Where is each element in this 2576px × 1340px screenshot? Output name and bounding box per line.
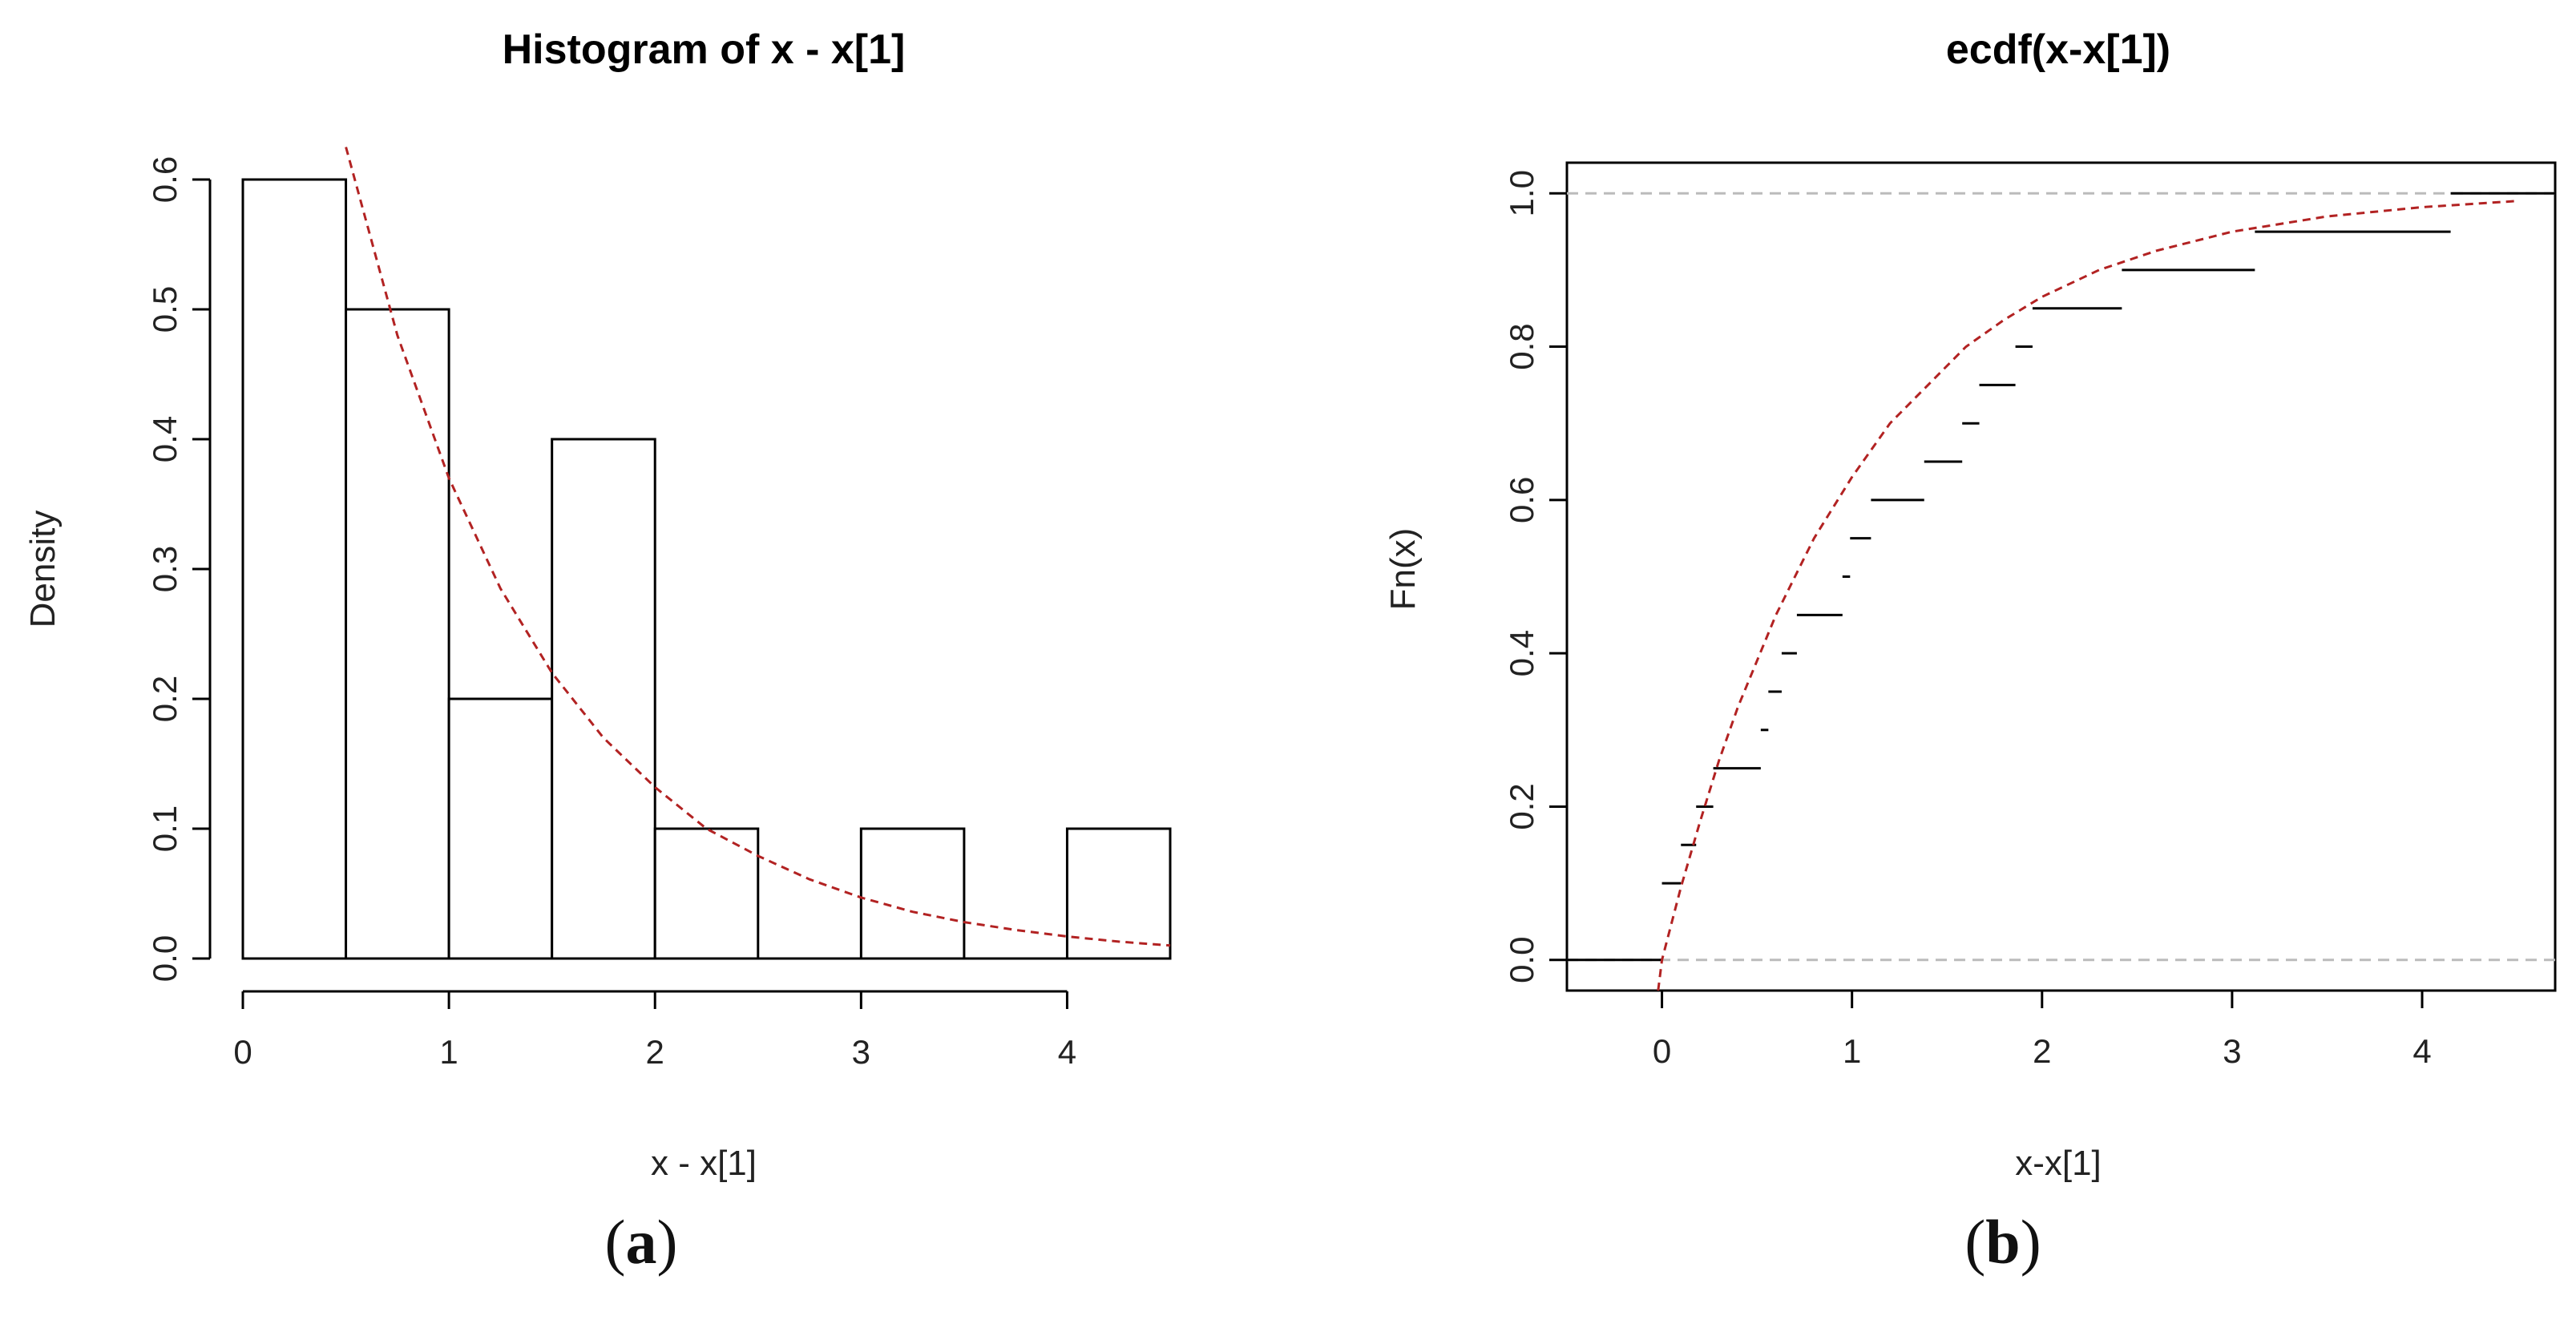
ecdf-x-tick-label: 4 (2412, 1032, 2431, 1070)
ecdf-plot-box (1565, 161, 2557, 992)
ecdf-y-axis: 0.0 0.2 0.4 0.6 0.8 1.0 (1503, 170, 1567, 983)
histogram-x-axis: 0 1 2 3 4 (233, 990, 1076, 1071)
ecdf-x-axis: 0 1 2 3 4 (1653, 991, 2432, 1070)
ecdf-theoretical-curve (1657, 200, 2517, 991)
histogram-bar (859, 827, 966, 960)
histogram-y-tick-label: 0.0 (146, 935, 184, 982)
ecdf-y-tick-label: 1.0 (1503, 170, 1540, 216)
histogram-density-curve (345, 147, 1171, 947)
panel-caption-a: (a) (604, 1207, 678, 1277)
ecdf-title: ecdf(x-x[1]) (1946, 26, 2170, 73)
histogram-panel: Histogram of x - x[1] 0.0 0.1 0.2 0.3 0.4 0.5… (23, 26, 1172, 1183)
histogram-bars (241, 178, 1172, 960)
histogram-bar (1065, 827, 1172, 960)
histogram-x-tick-label: 1 (439, 1033, 458, 1071)
ecdf-y-label: Fn(x) (1383, 528, 1423, 611)
histogram-x-tick-label: 2 (646, 1033, 664, 1071)
histogram-y-axis: 0.0 0.1 0.2 0.3 0.4 0.5 0.6 (146, 156, 212, 982)
histogram-title: Histogram of x - x[1] (503, 26, 906, 73)
histogram-y-label: Density (23, 511, 63, 628)
histogram-x-tick-label: 4 (1058, 1033, 1076, 1071)
ecdf-steps (1567, 192, 2555, 962)
ecdf-y-tick-label: 0.2 (1503, 783, 1540, 829)
ecdf-y-tick-label: 0.4 (1503, 630, 1540, 676)
ecdf-x-tick-label: 0 (1653, 1032, 1671, 1070)
histogram-bar (345, 308, 450, 960)
histogram-y-tick-label: 0.1 (146, 805, 184, 852)
histogram-y-tick-label: 0.5 (146, 286, 184, 333)
histogram-y-tick-label: 0.4 (146, 416, 184, 462)
ecdf-x-tick-label: 2 (2033, 1032, 2051, 1070)
histogram-bar (241, 178, 348, 960)
ecdf-x-label: x-x[1] (2015, 1144, 2102, 1183)
histogram-bar (551, 438, 656, 960)
ecdf-x-tick-label: 1 (1843, 1032, 1861, 1070)
histogram-y-tick-label: 0.6 (146, 156, 184, 203)
histogram-x-label: x - x[1] (651, 1144, 757, 1183)
histogram-y-tick-label: 0.3 (146, 546, 184, 592)
ecdf-y-tick-label: 0.0 (1503, 937, 1540, 983)
histogram-bar (447, 697, 554, 960)
panel-caption-b: (b) (1964, 1207, 2041, 1277)
histogram-x-tick-label: 0 (233, 1033, 252, 1071)
histogram-x-tick-label: 3 (852, 1033, 870, 1071)
ecdf-y-tick-label: 0.6 (1503, 477, 1540, 523)
ecdf-x-tick-label: 3 (2223, 1032, 2241, 1070)
histogram-bar (653, 827, 760, 960)
ecdf-y-tick-label: 0.8 (1503, 323, 1540, 369)
ecdf-panel: ecdf(x-x[1]) 0.0 0.2 0.4 0.6 0.8 1.0 0 1 2 3 4 x-… (1383, 26, 2557, 1183)
histogram-y-tick-label: 0.2 (146, 676, 184, 722)
